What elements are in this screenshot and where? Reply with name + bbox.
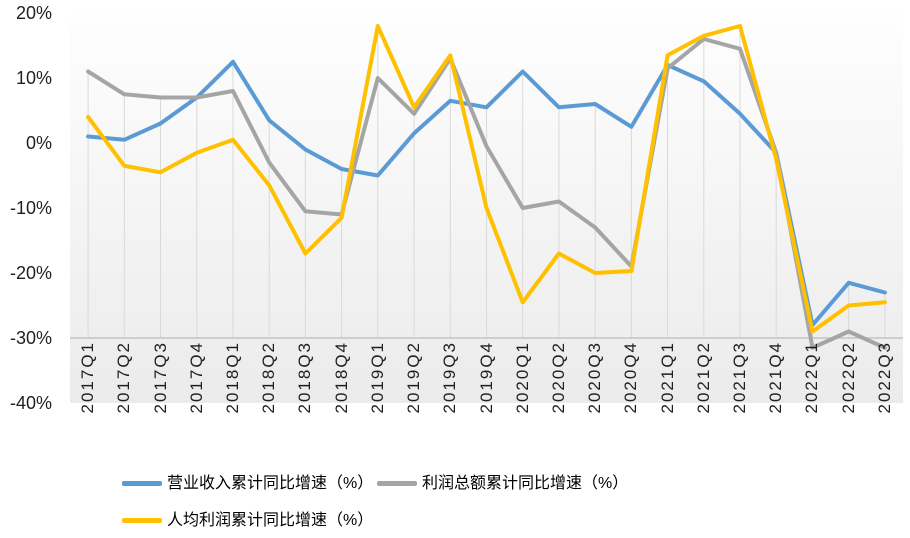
x-axis-tick-label: 2018Q3 <box>295 341 315 414</box>
x-axis-tick-label: 2022Q2 <box>838 341 858 414</box>
x-axis-tick-label: 2021Q1 <box>657 341 677 414</box>
x-axis-tick-label: 2019Q4 <box>476 341 496 414</box>
x-axis-tick-label: 2022Q1 <box>802 341 822 414</box>
x-axis-tick-label: 2017Q2 <box>114 341 134 414</box>
x-axis-tick-label: 2020Q3 <box>585 341 605 414</box>
x-axis-tick-label: 2019Q1 <box>367 341 387 414</box>
legend-item-revenue: 营业收入累计同比增速（%） <box>122 474 373 493</box>
legend-label-revenue: 营业收入累计同比增速（%） <box>167 475 374 492</box>
x-axis-tick-label: 2018Q4 <box>331 341 351 414</box>
x-axis-tick-label: 2021Q2 <box>693 341 713 414</box>
y-axis-tick-label: 0% <box>25 133 52 153</box>
x-axis-tick-label: 2020Q4 <box>621 341 641 414</box>
series-line-total-profit <box>86 37 887 350</box>
legend-item-per-capita-profit: 人均利润累计同比增速（%） <box>122 511 373 530</box>
x-axis-tick-label: 2019Q3 <box>440 341 460 414</box>
x-axis-tick-label: 2022Q3 <box>874 341 894 414</box>
legend-label-per-capita-profit: 人均利润累计同比增速（%） <box>167 512 374 529</box>
y-axis-tick-label: 20% <box>15 3 52 23</box>
x-axis-tick-label: 2020Q2 <box>548 341 568 414</box>
y-axis-tick-label: -40% <box>9 393 52 413</box>
x-axis-tick-label: 2018Q1 <box>222 341 242 414</box>
legend-item-total-profit: 利润总额累计同比增速（%） <box>377 474 628 493</box>
y-axis-tick-label: 10% <box>15 68 52 88</box>
series-line-per-capita-profit <box>86 24 887 334</box>
legend-line-swatch-per-capita-profit <box>122 518 162 523</box>
x-axis-tick-label: 2017Q1 <box>78 341 98 414</box>
x-axis-tick-label: 2021Q4 <box>766 341 786 414</box>
y-axis-tick-label: -10% <box>9 198 52 218</box>
x-axis-tick-label: 2017Q4 <box>186 341 206 414</box>
legend-line-swatch-revenue <box>122 481 162 486</box>
y-axis-tick-label: -20% <box>9 263 52 283</box>
x-axis-tick-label: 2019Q2 <box>404 341 424 414</box>
x-axis-tick-label: 2021Q3 <box>730 341 750 414</box>
x-axis-tick-label: 2017Q3 <box>150 341 170 414</box>
series-line-revenue <box>86 59 887 327</box>
legend-line-swatch-total-profit <box>377 481 417 486</box>
x-axis-tick-label: 2020Q1 <box>512 341 532 414</box>
plot-area <box>70 13 903 403</box>
x-axis-tick-label: 2018Q2 <box>259 341 279 414</box>
legend-label-total-profit: 利润总额累计同比增速（%） <box>422 475 629 492</box>
y-axis-tick-label: -30% <box>9 328 52 348</box>
